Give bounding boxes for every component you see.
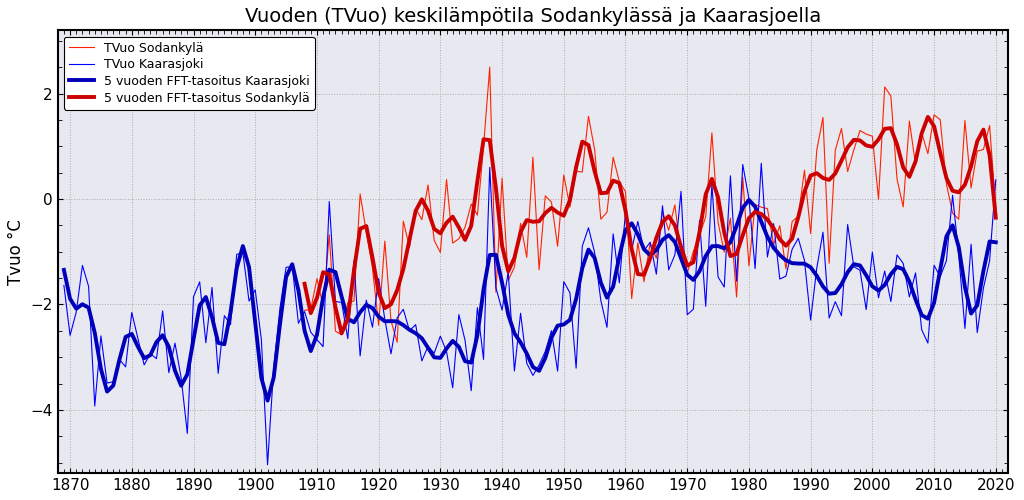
5 vuoden FFT-tasoitus Kaarasjoki <box>687 277 699 283</box>
TVuo Sodankylä <box>391 340 403 345</box>
5 vuoden FFT-tasoitus Kaarasjoki <box>57 267 70 273</box>
TVuo Kaarasjoki <box>261 462 273 468</box>
5 vuoden FFT-tasoitus Kaarasjoki <box>261 398 273 404</box>
Line: 5 vuoden FFT-tasoitus Sodankylä: 5 vuoden FFT-tasoitus Sodankylä <box>304 117 995 334</box>
Line: TVuo Kaarasjoki: TVuo Kaarasjoki <box>63 164 995 465</box>
TVuo Kaarasjoki <box>669 252 681 258</box>
5 vuoden FFT-tasoitus Sodankylä <box>823 177 836 183</box>
5 vuoden FFT-tasoitus Sodankylä <box>298 281 310 287</box>
5 vuoden FFT-tasoitus Sodankylä <box>879 126 891 132</box>
TVuo Sodankylä <box>317 302 330 308</box>
5 vuoden FFT-tasoitus Sodankylä <box>922 114 934 120</box>
TVuo Kaarasjoki <box>89 403 101 409</box>
Y-axis label: Tvuo °C: Tvuo °C <box>7 219 25 284</box>
Title: Vuoden (TVuo) keskilämpötila Sodankylässä ja Kaarasjoella: Vuoden (TVuo) keskilämpötila Sodankyläss… <box>245 7 821 26</box>
TVuo Sodankylä <box>829 147 842 153</box>
TVuo Kaarasjoki <box>687 306 699 312</box>
Legend: TVuo Sodankylä, TVuo Kaarasjoki, 5 vuoden FFT-tasoitus Kaarasjoki, 5 vuoden FFT-: TVuo Sodankylä, TVuo Kaarasjoki, 5 vuode… <box>63 36 314 110</box>
TVuo Kaarasjoki <box>298 308 310 314</box>
Line: TVuo Sodankylä: TVuo Sodankylä <box>304 67 995 342</box>
5 vuoden FFT-tasoitus Kaarasjoki <box>989 240 1001 246</box>
TVuo Sodankylä <box>298 308 310 314</box>
5 vuoden FFT-tasoitus Kaarasjoki <box>200 294 212 300</box>
5 vuoden FFT-tasoitus Sodankylä <box>324 272 336 278</box>
5 vuoden FFT-tasoitus Kaarasjoki <box>669 239 681 245</box>
TVuo Sodankylä <box>324 232 336 237</box>
5 vuoden FFT-tasoitus Sodankylä <box>989 214 1001 220</box>
TVuo Sodankylä <box>952 216 965 222</box>
TVuo Kaarasjoki <box>385 351 397 357</box>
TVuo Kaarasjoki <box>200 340 212 346</box>
TVuo Sodankylä <box>483 64 496 70</box>
5 vuoden FFT-tasoitus Kaarasjoki <box>298 328 310 334</box>
5 vuoden FFT-tasoitus Kaarasjoki <box>742 197 755 203</box>
TVuo Sodankylä <box>885 93 897 99</box>
TVuo Kaarasjoki <box>989 177 1001 183</box>
5 vuoden FFT-tasoitus Kaarasjoki <box>89 330 101 336</box>
5 vuoden FFT-tasoitus Sodankylä <box>526 219 539 225</box>
TVuo Sodankylä <box>532 266 545 272</box>
TVuo Kaarasjoki <box>755 160 767 166</box>
5 vuoden FFT-tasoitus Kaarasjoki <box>385 318 397 324</box>
TVuo Sodankylä <box>989 206 1001 212</box>
5 vuoden FFT-tasoitus Sodankylä <box>317 269 330 275</box>
5 vuoden FFT-tasoitus Sodankylä <box>336 330 348 336</box>
Line: 5 vuoden FFT-tasoitus Kaarasjoki: 5 vuoden FFT-tasoitus Kaarasjoki <box>63 200 995 400</box>
5 vuoden FFT-tasoitus Sodankylä <box>952 190 965 196</box>
TVuo Kaarasjoki <box>57 282 70 288</box>
